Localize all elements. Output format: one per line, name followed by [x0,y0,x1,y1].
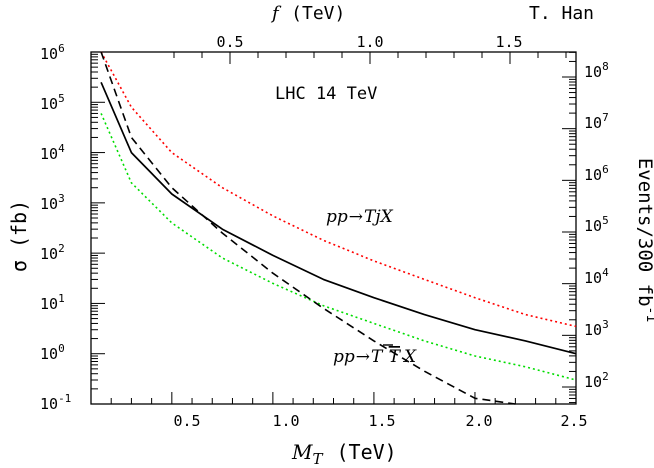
y-axis-title: σ (fb) [7,200,31,272]
author-label: T. Han [529,3,594,24]
x-tick-label: 1.0 [272,412,299,430]
right-tick-label: 103 [584,318,609,339]
top-tick-label: 0.5 [216,33,243,51]
x-tick-label: 2.0 [465,412,492,430]
y-tick-label: 102 [40,242,65,263]
label-pp-tjx: pp→TjX [326,207,394,227]
top-tick-label: 1.5 [495,33,522,51]
right-tick-label: 108 [584,60,609,81]
tick-marks [91,51,577,404]
x-tick-label: 2.5 [560,412,587,430]
x-axis-title: MT (TeV) [291,440,397,468]
curves [100,51,577,405]
top-tick-label: 1.0 [356,33,383,51]
series-TTbar-dashed [100,51,516,405]
series-total-black [100,81,577,355]
right-tick-label: 106 [584,163,609,184]
right-axis-title: Events/300 fb-1 [634,158,654,322]
top-axis-title: f (TeV) [270,3,345,24]
x-tick-label: 1.5 [368,412,395,430]
y-tick-label: 100 [40,342,65,363]
y-tick-label: 105 [40,92,65,113]
right-tick-label: 102 [584,370,609,391]
label-pp-ttx: pp→T T X [333,347,417,367]
y-tick-label: 10-1 [40,392,71,413]
y-tick-label: 104 [40,142,65,163]
right-tick-label: 105 [584,214,609,235]
right-tick-label: 107 [584,111,609,132]
y-tick-label: 103 [40,192,65,213]
x-tick-label: 0.5 [173,412,200,430]
annotation-lhc: LHC 14 TeV [275,84,377,104]
y-tick-label: 106 [40,42,65,63]
series-TTX-green [100,113,577,381]
right-tick-label: 104 [584,266,609,287]
y-tick-label: 101 [40,292,65,313]
